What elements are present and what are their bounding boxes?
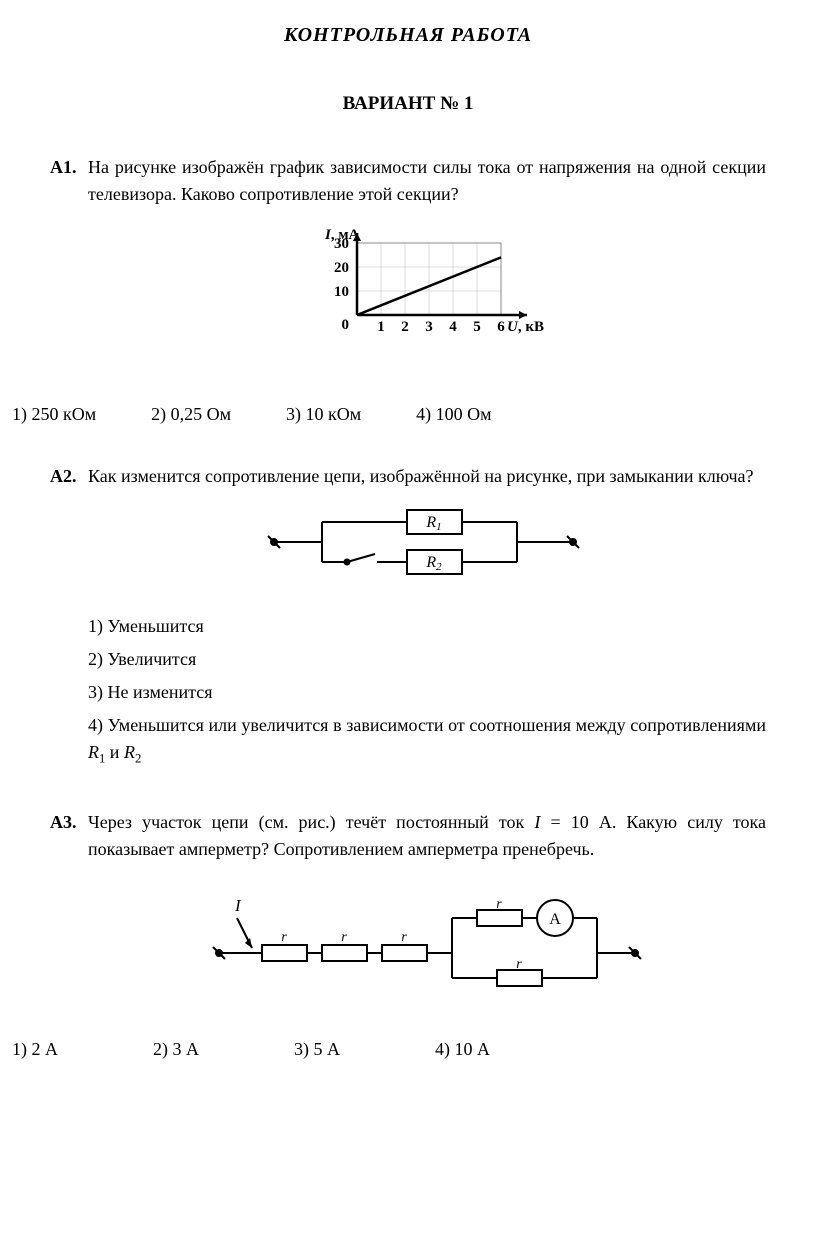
q-text: Через участок цепи (см. рис.) течёт пост… xyxy=(88,809,766,863)
svg-text:2: 2 xyxy=(401,319,409,335)
option: 2) Увеличится xyxy=(88,646,766,673)
q-text: Как изменится сопротивление цепи, изобра… xyxy=(88,463,766,490)
q-label: А3. xyxy=(50,809,88,836)
q-label: А1. xyxy=(50,154,88,181)
option: 4) 100 Ом xyxy=(416,401,491,428)
option: 2) 0,25 Ом xyxy=(151,401,231,428)
q-label: А2. xyxy=(50,463,88,490)
page-title: КОНТРОЛЬНАЯ РАБОТА xyxy=(50,20,766,50)
svg-text:r: r xyxy=(401,930,407,945)
options-list-a2: 1) Уменьшится 2) Увеличится 3) Не измени… xyxy=(88,613,766,768)
option: 4) Уменьшится или увеличится в зависимос… xyxy=(88,712,766,768)
svg-text:U, кВ: U, кВ xyxy=(507,319,544,335)
option: 2) 3 А xyxy=(153,1036,199,1063)
circuit-a2: R1 R2 xyxy=(88,505,766,593)
svg-text:20: 20 xyxy=(334,260,349,276)
option: 3) 5 А xyxy=(294,1036,340,1063)
options-row-a1: 1) 250 кОм 2) 0,25 Ом 3) 10 кОм 4) 100 О… xyxy=(12,401,766,428)
svg-text:r: r xyxy=(496,897,502,912)
svg-text:r: r xyxy=(516,957,522,972)
svg-text:I: I xyxy=(234,896,242,915)
question-a3: А3. Через участок цепи (см. рис.) течёт … xyxy=(50,809,766,1063)
question-a2: А2. Как изменится сопротивление цепи, из… xyxy=(50,463,766,774)
option: 4) 10 А xyxy=(435,1036,490,1063)
svg-text:4: 4 xyxy=(449,319,457,335)
option: 1) Уменьшится xyxy=(88,613,766,640)
svg-text:r: r xyxy=(341,930,347,945)
variant-title: ВАРИАНТ № 1 xyxy=(50,90,766,119)
question-a1: А1. На рисунке изображён график зависимо… xyxy=(50,154,766,428)
option: 3) 10 кОм xyxy=(286,401,361,428)
option: 3) Не изменится xyxy=(88,679,766,706)
svg-text:3: 3 xyxy=(425,319,433,335)
svg-text:1: 1 xyxy=(377,319,385,335)
svg-text:10: 10 xyxy=(334,284,349,300)
svg-text:0: 0 xyxy=(342,317,350,333)
svg-text:5: 5 xyxy=(473,319,481,335)
option: 1) 250 кОм xyxy=(12,401,96,428)
q-text: На рисунке изображён график зависимости … xyxy=(88,154,766,208)
chart-a1: 30 20 10 0 1 2 3 4 5 6 I, мА U, кВ xyxy=(88,223,766,371)
svg-text:А: А xyxy=(549,911,561,928)
svg-text:I, мА: I, мА xyxy=(324,227,360,243)
svg-text:6: 6 xyxy=(497,319,505,335)
options-row-a3: 1) 2 А 2) 3 А 3) 5 А 4) 10 А xyxy=(12,1036,766,1063)
svg-text:r: r xyxy=(281,930,287,945)
circuit-a3: I r r r r r А xyxy=(88,878,766,1006)
option: 1) 2 А xyxy=(12,1036,58,1063)
